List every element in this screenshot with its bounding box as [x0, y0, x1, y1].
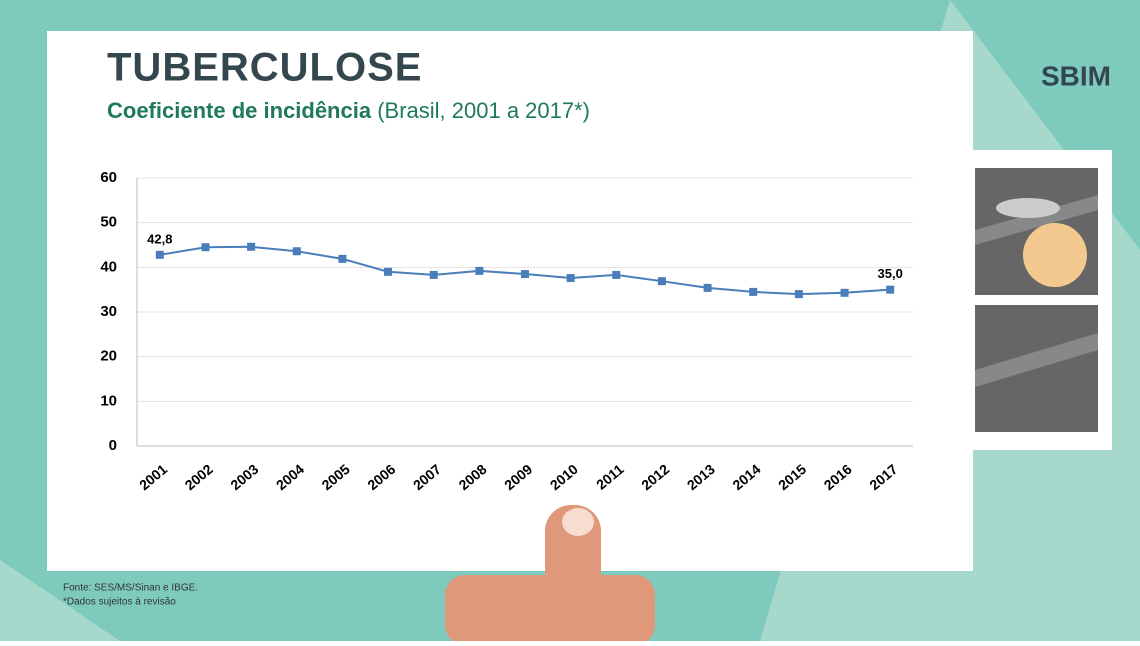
y-tick-label: 60 — [100, 169, 117, 186]
background-shape — [0, 560, 120, 641]
point — [475, 266, 484, 275]
point — [201, 243, 210, 252]
y-tick-label: 0 — [109, 437, 117, 454]
hand — [445, 505, 655, 645]
cloud — [996, 198, 1060, 218]
point — [155, 250, 164, 259]
value-label: 35,0 — [878, 266, 903, 281]
subtitle-bold: Coeficiente de incidência — [107, 98, 372, 123]
point — [840, 288, 849, 297]
y-tick-label: 40 — [100, 258, 117, 275]
point — [749, 287, 758, 296]
point — [338, 254, 347, 263]
point — [247, 242, 256, 251]
point — [566, 274, 575, 283]
source: Fonte: SES/MS/Sinan e IBGE. — [63, 583, 198, 594]
y-tick-label: 20 — [100, 348, 117, 365]
point — [612, 270, 621, 279]
logo: SBIM — [1041, 60, 1111, 91]
window — [970, 150, 1112, 450]
title: TUBERCULOSE — [107, 46, 422, 90]
value-label: 42,8 — [147, 231, 172, 246]
y-tick-label: 50 — [100, 214, 117, 231]
point — [703, 283, 712, 292]
palm — [445, 575, 655, 645]
nail — [562, 508, 594, 536]
point — [521, 270, 529, 279]
point — [384, 267, 393, 276]
point — [794, 290, 803, 299]
point — [429, 270, 438, 279]
window-reflection — [975, 195, 1098, 245]
point — [292, 247, 301, 256]
note: *Dados sujeitos à revisão — [63, 597, 176, 608]
point — [657, 277, 666, 286]
subtitle-rest: (Brasil, 2001 a 2017*) — [377, 98, 590, 123]
card — [47, 31, 973, 571]
moon — [1023, 223, 1087, 287]
subtitle: Coeficiente de incidência (Brasil, 2001 … — [107, 98, 590, 123]
y-tick-label: 30 — [100, 303, 117, 320]
point — [886, 285, 895, 294]
window-reflection — [975, 333, 1098, 387]
y-tick-label: 10 — [100, 392, 117, 409]
